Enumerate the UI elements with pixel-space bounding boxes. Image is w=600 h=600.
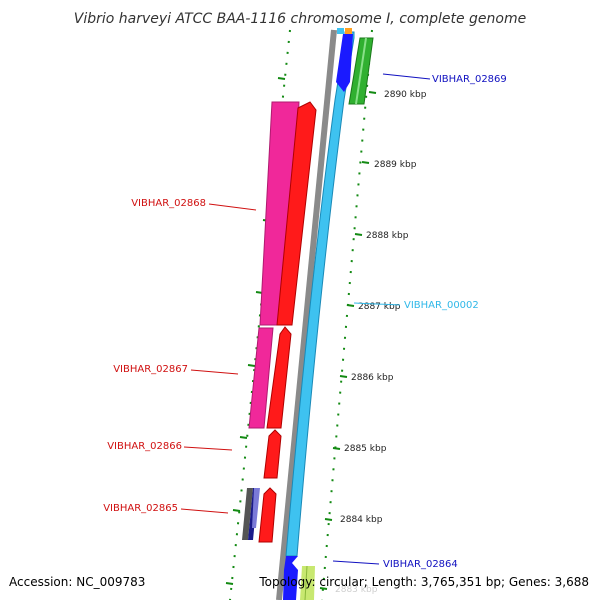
tick-label-2883: 2883 kbp: [335, 585, 378, 595]
leader-vibhar-02864: [332, 560, 380, 565]
cds-highlight: [355, 37, 367, 105]
gene-label-vibhar-00002[interactable]: VIBHAR_00002: [404, 300, 479, 311]
inner-tick: [346, 304, 355, 307]
tick-label-2884: 2884 kbp: [340, 515, 383, 525]
gene-label-vibhar-02867[interactable]: VIBHAR_02867: [113, 364, 188, 375]
kbp-labels: 2890 kbp 2889 kbp 2888 kbp 2887 kbp 2886…: [335, 90, 427, 595]
cds-lightgreen-bottom[interactable]: [300, 566, 315, 600]
outer-tick: [247, 364, 256, 367]
inner-tick: [339, 375, 348, 378]
inner-tick: [319, 587, 328, 590]
cds-orange-sliver[interactable]: [345, 28, 352, 34]
tick-label-2890: 2890 kbp: [384, 90, 427, 100]
tick-label-2887: 2887 kbp: [358, 302, 401, 312]
outer-tick: [232, 509, 241, 512]
gene-label-vibhar-02865[interactable]: VIBHAR_02865: [103, 503, 178, 514]
leader-vibhar-02868: [208, 203, 257, 211]
gene-labels: VIBHAR_02869 VIBHAR_02868 VIBHAR_00002 V…: [103, 74, 507, 570]
inner-tick-marks: [319, 91, 377, 590]
accession-text: Accession: NC_009783: [9, 575, 145, 589]
cds-vibhar-02865-red[interactable]: [258, 487, 277, 543]
inner-tick: [354, 233, 363, 236]
leader-vibhar-02866: [183, 446, 233, 451]
topology-text: Topology: circular; Length: 3,765,351 bp…: [258, 575, 589, 589]
gene-label-vibhar-02866[interactable]: VIBHAR_02866: [107, 441, 182, 452]
cds-vibhar-02867-magenta[interactable]: [248, 327, 274, 429]
inner-tick: [361, 161, 370, 164]
tick-label-2889: 2889 kbp: [374, 160, 417, 170]
leader-vibhar-02865: [180, 508, 229, 514]
gene-label-vibhar-02868[interactable]: VIBHAR_02868: [131, 198, 206, 209]
outer-tick: [239, 436, 248, 439]
cds-lavender-segment: [252, 488, 260, 528]
tick-label-2888: 2888 kbp: [366, 231, 409, 241]
inner-tick: [332, 447, 341, 450]
leader-vibhar-02869: [382, 73, 431, 80]
outer-dotted-ruler: [229, 29, 291, 600]
inner-tick: [324, 518, 333, 521]
outer-tick: [277, 77, 286, 80]
cds-blue-top[interactable]: [336, 34, 353, 92]
outer-tick: [225, 582, 234, 585]
tick-label-2885: 2885 kbp: [344, 444, 387, 454]
cds-vibhar-02864[interactable]: [283, 556, 298, 600]
inner-tick: [368, 91, 377, 94]
map-title: Vibrio harveyi ATCC BAA-1116 chromosome …: [74, 11, 526, 27]
tick-label-2886: 2886 kbp: [351, 373, 394, 383]
cds-lightgreen-divider: [304, 565, 308, 600]
cds-vibhar-02868-red[interactable]: [276, 101, 317, 326]
cds-vibhar-02867-red[interactable]: [266, 326, 292, 429]
leader-vibhar-00002: [353, 302, 401, 306]
gene-leader-lines: [180, 73, 431, 565]
cds-gray-segment: [242, 488, 253, 540]
gene-label-vibhar-02864[interactable]: VIBHAR_02864: [383, 559, 458, 570]
sequence-backbone: [276, 29, 337, 600]
inner-dotted-ruler: [321, 29, 373, 600]
cds-cyan-sliver[interactable]: [337, 28, 344, 34]
leader-vibhar-02867: [190, 369, 239, 375]
cds-vibhar-02866-red[interactable]: [263, 429, 282, 479]
gene-label-vibhar-02869[interactable]: VIBHAR_02869: [432, 74, 507, 85]
cds-vibhar-02865-stack[interactable]: [242, 488, 260, 540]
